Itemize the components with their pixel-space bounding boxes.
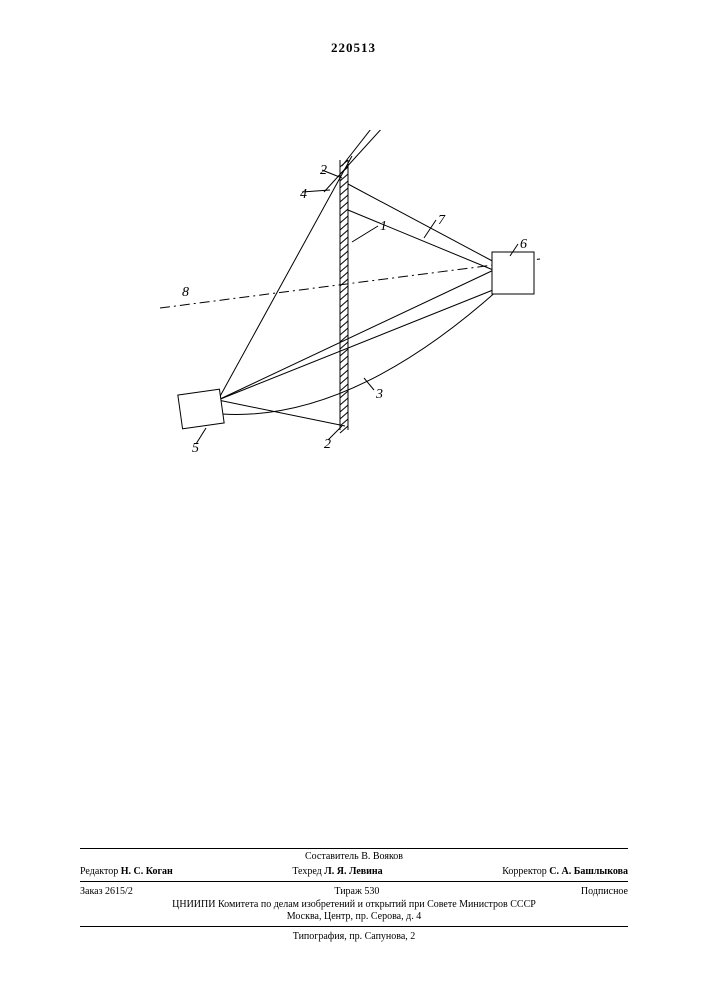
tech-cell: Техред Л. Я. Левина <box>292 865 382 879</box>
footer-typography: Типография, пр. Сапунова, 2 <box>80 930 628 944</box>
editor-cell: Редактор Н. С. Коган <box>80 865 173 879</box>
svg-text:4: 4 <box>300 187 307 202</box>
page-number: 220513 <box>0 40 707 56</box>
svg-text:2: 2 <box>324 437 331 452</box>
svg-text:8: 8 <box>182 285 189 300</box>
svg-text:7: 7 <box>438 213 446 228</box>
svg-text:2: 2 <box>320 163 327 178</box>
svg-text:1: 1 <box>380 219 387 234</box>
rule-top <box>80 848 628 849</box>
circulation: Тираж 530 <box>334 885 379 899</box>
svg-text:5: 5 <box>192 441 199 456</box>
corr-cell: Корректор С. А. Башлыкова <box>502 865 628 879</box>
order: Заказ 2615/2 <box>80 885 133 899</box>
footer-credits-row: Редактор Н. С. Коган Техред Л. Я. Левина… <box>80 865 628 882</box>
svg-text:6: 6 <box>520 237 527 252</box>
footer-compiler: Составитель В. Вояков <box>80 850 628 864</box>
patent-figure: 1 2 2 3 4 5 6 7 8 <box>120 130 590 490</box>
footer-order-row: Заказ 2615/2 Тираж 530 Подписное <box>80 885 628 899</box>
figure-svg: 1 2 2 3 4 5 6 7 8 <box>120 130 590 490</box>
svg-text:3: 3 <box>375 387 383 402</box>
footer-address: Москва, Центр, пр. Серова, д. 4 <box>80 910 628 927</box>
signed: Подписное <box>581 885 628 899</box>
